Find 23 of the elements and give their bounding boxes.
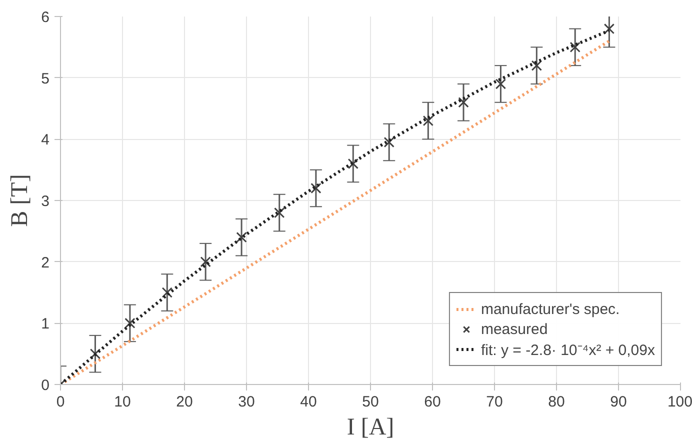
x-tick-label: 80: [548, 394, 565, 410]
legend-label: fit: y = -2.8· 10⁻⁴x² + 0,09x: [480, 341, 655, 359]
y-tick-label: 1: [41, 316, 50, 333]
x-tick-label: 30: [238, 394, 255, 410]
legend-label: measured: [480, 320, 548, 338]
y-tick-label: 3: [41, 193, 50, 210]
y-tick-label: 0: [41, 377, 50, 394]
x-tick-label: 20: [176, 394, 193, 410]
x-tick-label: 50: [362, 394, 379, 410]
y-tick-label: 2: [41, 254, 50, 272]
x-tick-label: 10: [114, 394, 131, 410]
legend-label: manufacturer's spec.: [480, 300, 620, 318]
x-tick-label: 60: [424, 394, 441, 410]
x-tick-label: 0: [56, 394, 65, 410]
y-axis-title: B [T]: [7, 174, 34, 227]
x-tick-label: 90: [610, 394, 627, 410]
y-tick-label: 4: [41, 132, 50, 149]
y-tick-label: 5: [41, 70, 50, 88]
x-axis-title: I [A]: [346, 414, 394, 440]
x-tick-label: 100: [667, 394, 692, 410]
x-tick-label: 70: [486, 394, 503, 410]
x-tick-label: 40: [300, 394, 317, 410]
y-tick-label: 6: [41, 9, 50, 26]
